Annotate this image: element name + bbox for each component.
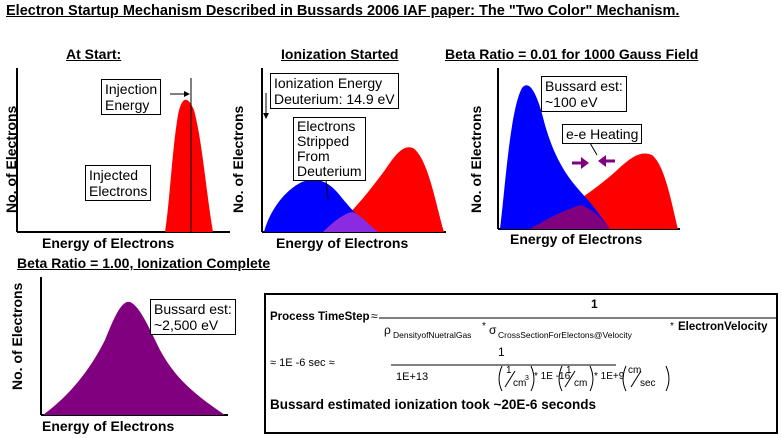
injected-electrons-label: Injected Electrons bbox=[85, 165, 152, 201]
formula-den-a: 1E+13 bbox=[396, 371, 429, 383]
formula-numerator-2: 1 bbox=[498, 345, 505, 359]
paren-close-a bbox=[530, 365, 535, 392]
formula-unit-a-num: 1 bbox=[506, 365, 512, 376]
injection-energy-label: Injection Energy bbox=[101, 79, 162, 115]
panel-beta001-xlabel: Energy of Electrons bbox=[510, 231, 643, 247]
ionization-arrowhead bbox=[263, 113, 269, 119]
panel-ionization-xlabel: Energy of Electrons bbox=[276, 235, 409, 251]
bussard-2500ev-label: Bussard est: ~2,500 eV bbox=[150, 299, 236, 335]
formula-fraction-lines bbox=[379, 317, 776, 392]
panel-ionization-title: Ionization Started bbox=[281, 46, 399, 62]
formula-numerator-1: 1 bbox=[591, 297, 598, 311]
slash-a bbox=[504, 370, 516, 388]
ionized-distribution bbox=[43, 301, 225, 415]
panel-beta100-ylabel: No. of Electrons bbox=[9, 282, 25, 390]
formula-line2-lead: ≈ 1E -6 sec ≈ bbox=[270, 357, 335, 369]
formula-den-b: * 1E -16 bbox=[534, 371, 571, 382]
paren-close-b bbox=[589, 365, 594, 392]
formula-rho: ρ bbox=[384, 323, 391, 337]
paren-open-c bbox=[622, 365, 627, 392]
formula-times-1: * bbox=[482, 321, 486, 332]
formula-unit-c-num: cm bbox=[628, 365, 642, 376]
heating-arrowhead-left bbox=[581, 157, 589, 169]
injection-arrowhead bbox=[184, 91, 190, 97]
bussard-100ev-label: Bussard est: ~100 eV bbox=[541, 76, 627, 112]
beta001-overlap bbox=[530, 205, 610, 229]
paren-open-b bbox=[558, 365, 563, 392]
formula-times-2: * bbox=[670, 321, 674, 332]
formula-den-c: * 1E+9 bbox=[594, 371, 625, 382]
formula-approx-1: ≈ bbox=[371, 309, 378, 323]
overlap-region bbox=[323, 212, 378, 232]
heating-arrowhead-right bbox=[598, 155, 606, 167]
panel-beta001-title: Beta Ratio = 0.01 for 1000 Gauss Field bbox=[445, 46, 699, 62]
panel-start-title: At Start: bbox=[66, 46, 122, 62]
injected-distribution bbox=[330, 147, 444, 232]
paren-close-c bbox=[665, 365, 670, 392]
formula-unit-c-den: sec bbox=[640, 378, 656, 389]
ionization-energy-label: Ionization Energy Deuterium: 14.9 eV bbox=[270, 73, 399, 109]
formula-unit-b-den: cm bbox=[574, 378, 588, 389]
injected-electron-peak bbox=[165, 99, 213, 232]
stripped-electrons-label: Electrons Stripped From Deuterium bbox=[293, 117, 366, 181]
panel-start-xlabel: Energy of Electrons bbox=[42, 235, 175, 251]
formula-sigma-sub: CrossSectionForElectons@Velocity bbox=[498, 330, 632, 340]
beta001-cold-distribution bbox=[500, 85, 610, 229]
heating-pointer bbox=[589, 142, 598, 156]
formula-lhs: Process TimeStep bbox=[270, 311, 370, 323]
slash-b bbox=[564, 370, 576, 388]
formula-rho-sub: DensityofNuetralGas bbox=[393, 330, 472, 340]
formula-sigma: σ bbox=[489, 323, 497, 337]
panel-beta100-title: Beta Ratio = 1.00, Ionization Complete bbox=[17, 255, 271, 271]
formula-velocity: ElectronVelocity bbox=[678, 321, 768, 333]
slash-c bbox=[630, 370, 642, 388]
formula-unit-a-den: cm bbox=[513, 378, 527, 389]
panel-beta100-xlabel: Energy of Electrons bbox=[42, 418, 175, 434]
formula-unit-a-exp: 3 bbox=[525, 375, 529, 382]
main-title: Electron Startup Mechanism Described in … bbox=[6, 3, 680, 19]
formula-box: Process TimeStep ≈ 1 ρ DensityofNuetralG… bbox=[264, 293, 778, 434]
formula-unit-b-num: 1 bbox=[566, 365, 572, 376]
paren-open-a bbox=[498, 365, 503, 392]
ee-heating-label: e-e Heating bbox=[562, 124, 643, 144]
formula-note: Bussard estimated ionization took ~20E-6… bbox=[270, 397, 596, 412]
